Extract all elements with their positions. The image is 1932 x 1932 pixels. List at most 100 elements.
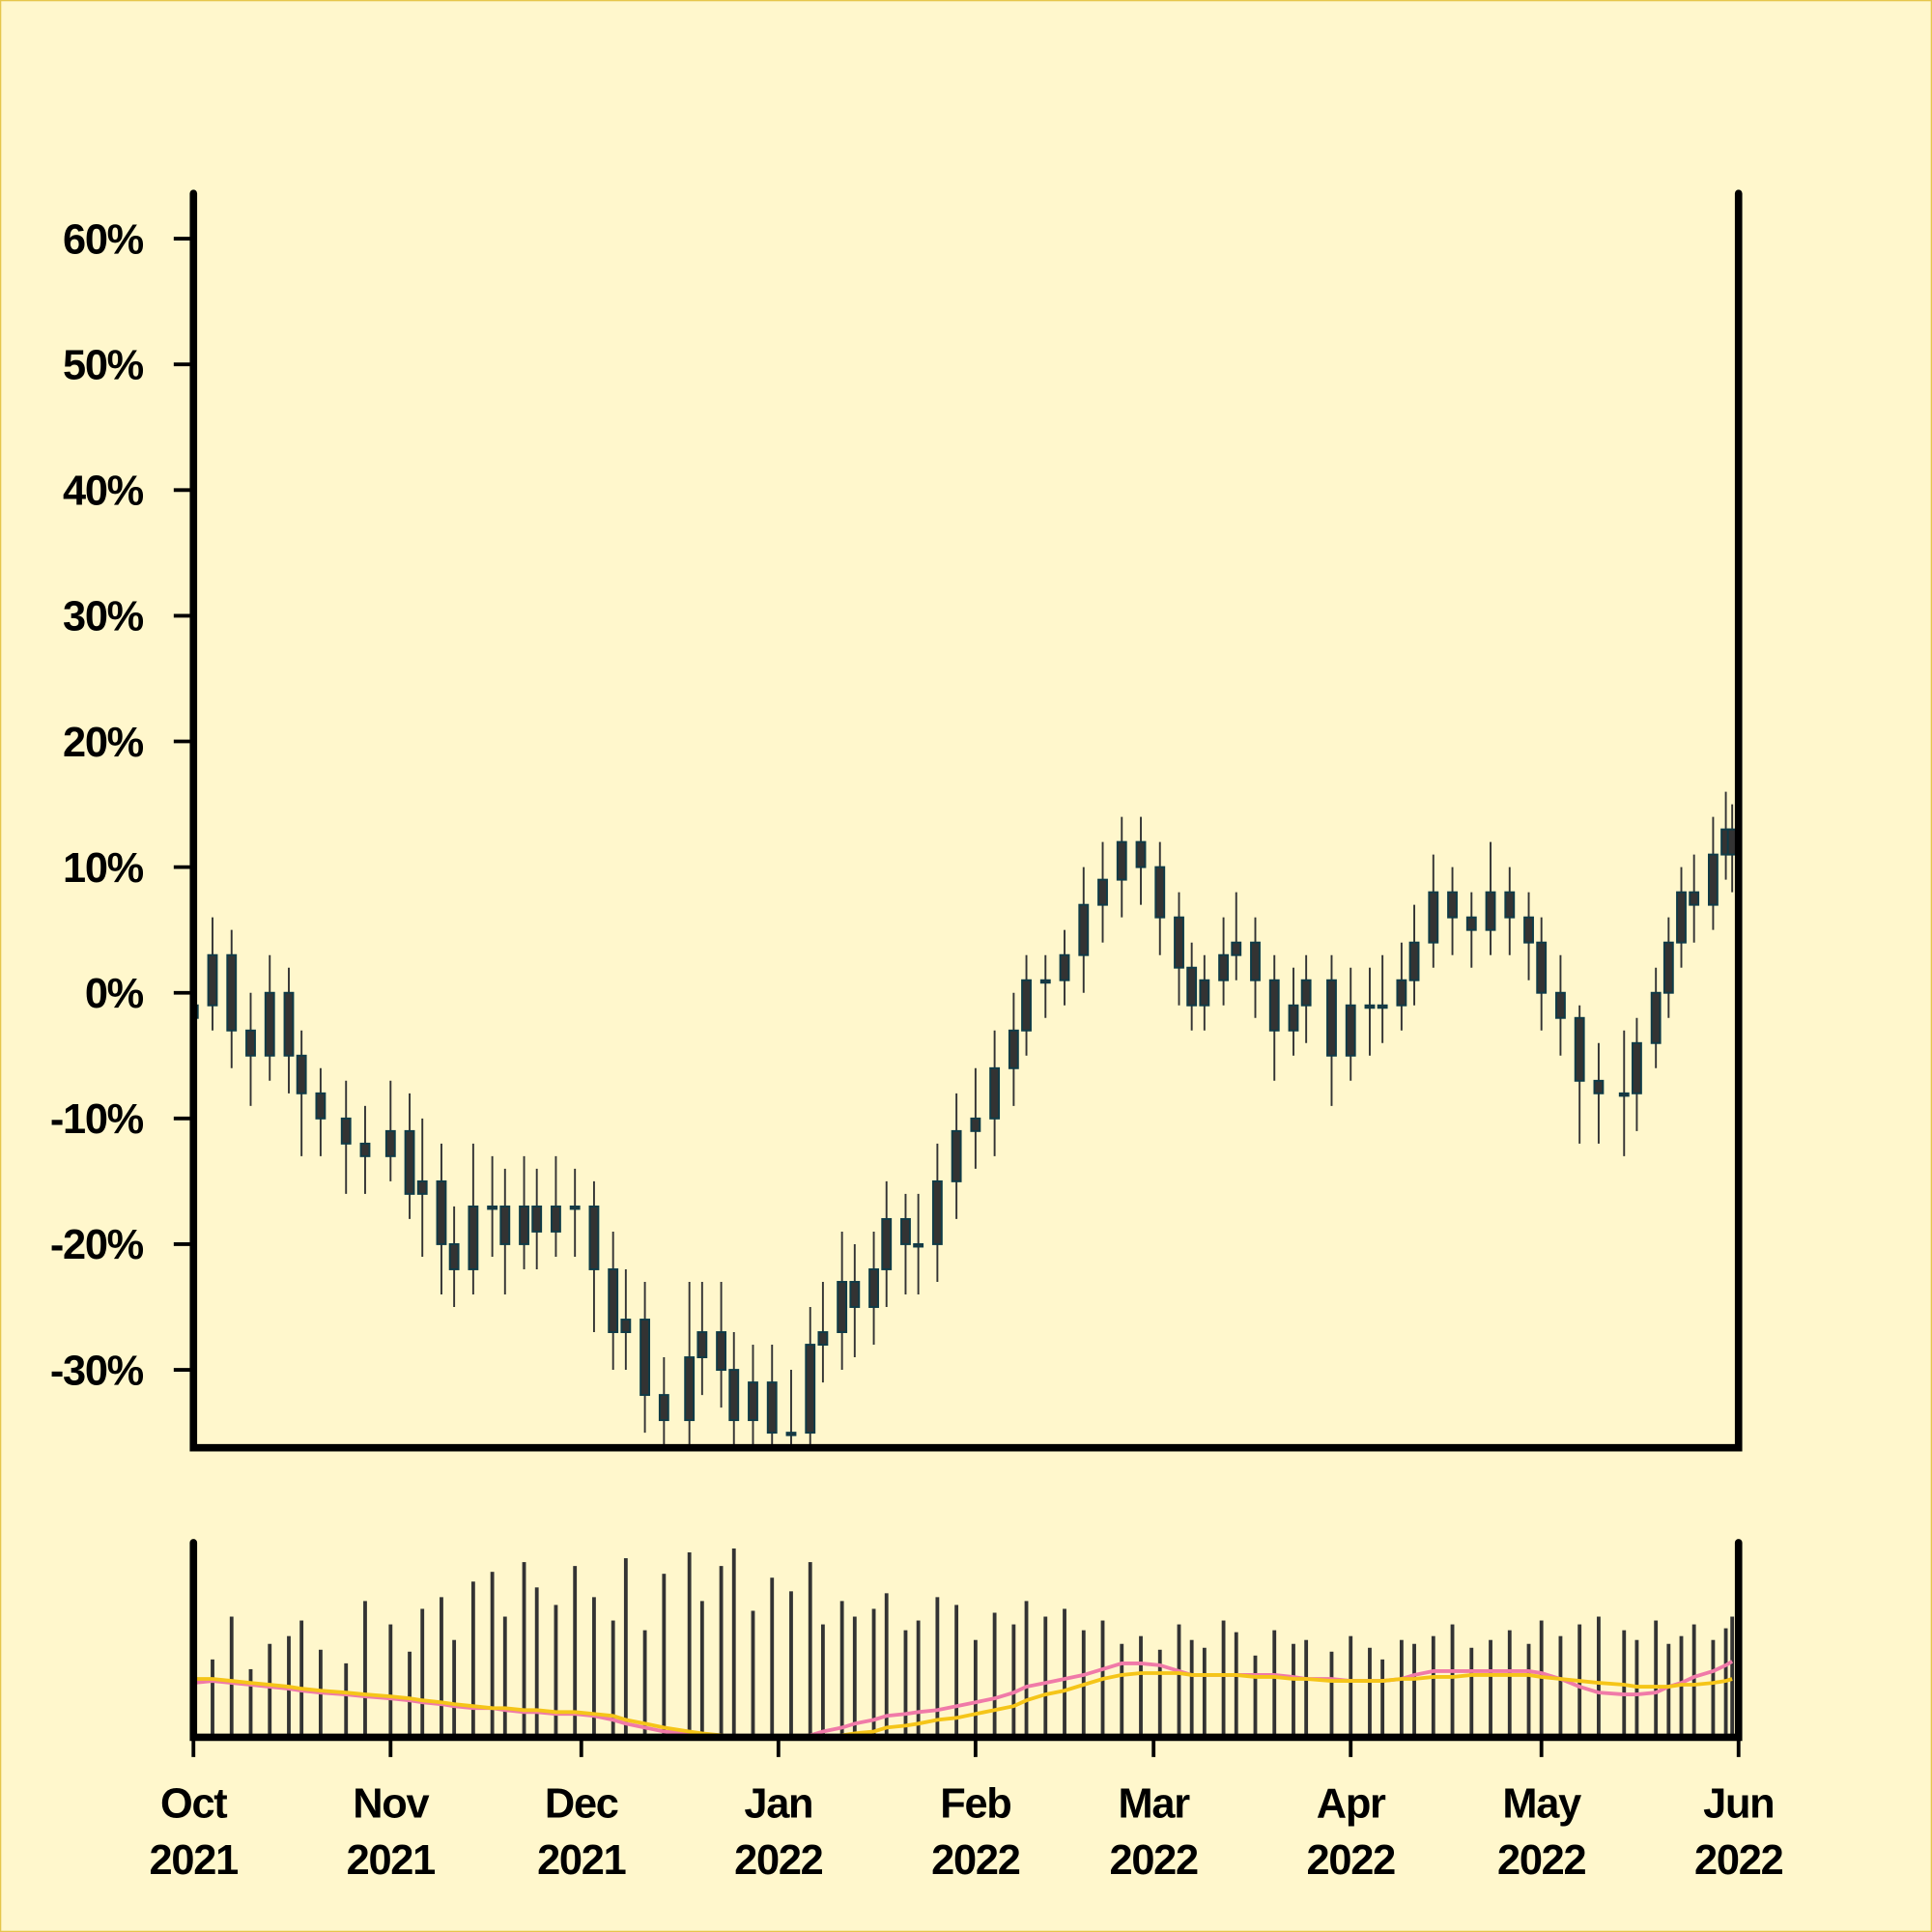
candle-body [551,1205,561,1233]
volume-bar [592,1597,596,1738]
candle-body [881,1217,893,1270]
volume-bar [452,1639,457,1738]
candle-body [951,1129,962,1182]
volume-bar [1024,1601,1029,1738]
candle-body [1689,891,1700,906]
x-tick-label-line: Jun [1703,1780,1774,1827]
volume-bar [1526,1643,1531,1738]
candle-body [487,1205,498,1210]
candle-body [913,1242,924,1248]
x-tick-label: Nov 2021 [347,1780,436,1884]
y-tick-label: 20% [63,720,144,766]
volume-bar [839,1601,844,1738]
y-tick-label: 0% [85,971,144,1017]
candle-body [1174,916,1184,969]
volume-bar [1666,1643,1671,1738]
candle-body [805,1344,816,1435]
candle-body [569,1205,581,1210]
candle-body [1364,1004,1376,1009]
candle-body [728,1369,740,1422]
volume-bar [1177,1624,1181,1738]
volume-bar [248,1668,253,1738]
volume-bar [344,1662,349,1738]
labels: -30%-20%-10%0%10%20%30%40%50%60%Oct 2021N… [50,216,1784,1884]
x-tick-label: Mar 2022 [1109,1780,1198,1884]
candle-body [416,1179,428,1195]
volume-bar [916,1620,921,1738]
x-tick-label-line: 2022 [1109,1837,1198,1884]
volume-bar [211,1659,214,1738]
candle-body [499,1205,511,1245]
candle-body [1618,1092,1630,1097]
candle-body [1377,1004,1388,1009]
volume-bar [611,1620,615,1738]
volume-bar [502,1616,507,1738]
candle-body [1428,891,1439,944]
candle-body [1555,991,1566,1019]
volume-bar [229,1616,234,1738]
y-tick-label: 40% [63,469,144,515]
candle-body [1345,1004,1356,1057]
y-tick-label: 50% [63,343,144,389]
volume-bar [789,1591,793,1738]
candle-body [245,1029,256,1057]
candle-body [766,1381,778,1435]
volume-bar [954,1605,959,1738]
candle-body [1523,916,1534,944]
volume-bar [1730,1616,1735,1738]
price-plot [193,791,1738,1448]
volume-bar [440,1597,443,1738]
volume-bar [1539,1620,1544,1738]
volume-bar [1431,1635,1435,1738]
volume-bar [534,1587,539,1738]
x-tick-label-line: Oct [160,1780,227,1827]
candle-body [519,1205,529,1245]
volume-bar [1253,1655,1258,1738]
x-tick-label: Feb 2022 [931,1780,1020,1884]
candle-body [1231,941,1242,956]
volume-bar [1202,1647,1207,1738]
volume-bar [852,1616,857,1738]
volume-bar [1711,1639,1716,1738]
volume-bar [1189,1639,1194,1738]
candle-body [900,1217,911,1245]
volume-bar [871,1608,876,1738]
x-tick-label-line: Dec [545,1780,618,1827]
moving-average-line [193,1671,1733,1738]
x-tick-label: May 2022 [1497,1780,1586,1884]
candle-body [1536,941,1548,994]
candle-body [1504,891,1516,919]
y-tick-label: -30% [50,1348,144,1394]
candle-body [785,1432,797,1436]
volume-bar [992,1612,997,1738]
candle-body [296,1054,307,1094]
candle-body [639,1319,651,1397]
candle-body [340,1117,352,1145]
x-tick-label-line: 2022 [1307,1837,1396,1884]
candle-body [970,1117,981,1132]
candle-body [1288,1004,1299,1032]
candle-body [684,1356,696,1422]
volume-bar [1221,1620,1226,1738]
candle-body [1021,979,1032,1032]
candle-body [1676,891,1687,944]
volume-bar [973,1639,978,1738]
volume-bar [1349,1635,1353,1738]
volume-bar [1489,1639,1492,1738]
volume-bar [1380,1659,1385,1738]
volume-bar [935,1597,940,1738]
x-tick-label-line: 2021 [150,1837,239,1884]
candle-body [1632,1041,1642,1094]
volume-bar [731,1548,736,1738]
candle-body [436,1179,447,1245]
x-tick-label-line: Mar [1119,1780,1191,1827]
volume-bar [1634,1639,1639,1738]
candle-body [1593,1079,1605,1094]
volume-bar [1723,1628,1728,1738]
candle-body [696,1331,708,1359]
volume-bar [1043,1616,1048,1738]
x-tick-label-line: 2022 [1694,1837,1783,1884]
candle-body [1199,979,1210,1007]
